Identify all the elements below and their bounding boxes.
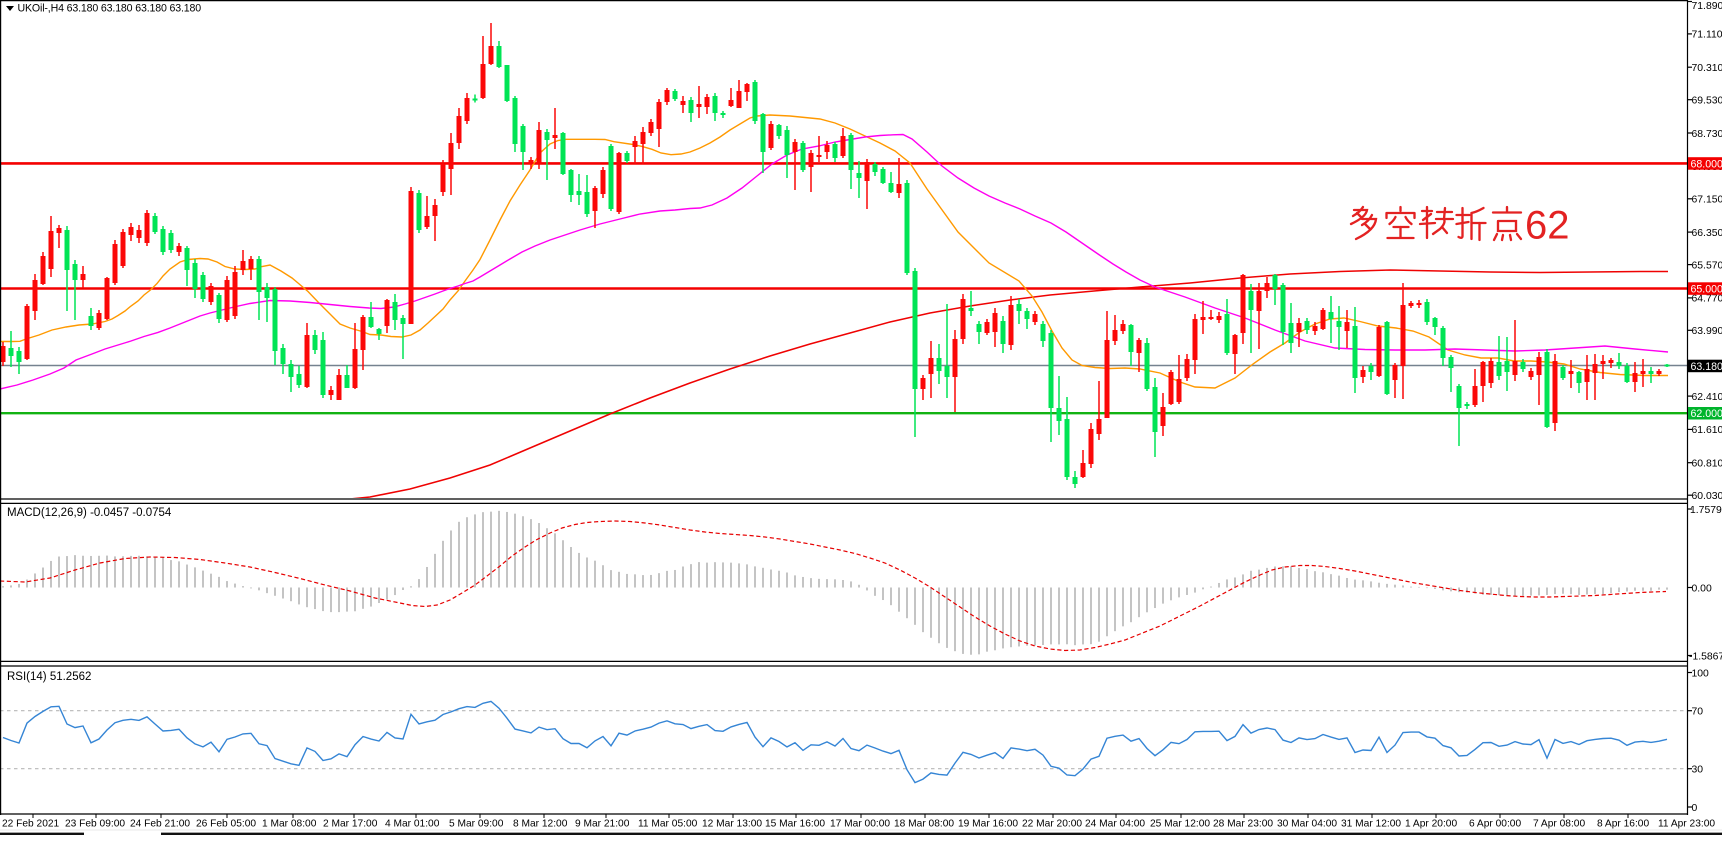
svg-text:0.00: 0.00: [1692, 583, 1712, 594]
svg-text:24 Feb 21:00: 24 Feb 21:00: [130, 819, 190, 830]
svg-text:18 Mar 08:00: 18 Mar 08:00: [894, 819, 954, 830]
svg-text:62: 62: [1525, 204, 1570, 248]
svg-text:70: 70: [1692, 707, 1704, 718]
svg-text:66.350: 66.350: [1692, 228, 1722, 239]
svg-text:7 Apr 08:00: 7 Apr 08:00: [1533, 819, 1585, 830]
svg-text:19 Mar 16:00: 19 Mar 16:00: [958, 819, 1018, 830]
svg-text:4 Mar 01:00: 4 Mar 01:00: [385, 819, 440, 830]
svg-text:63.990: 63.990: [1692, 326, 1722, 337]
svg-text:68.730: 68.730: [1692, 129, 1722, 140]
svg-text:9 Mar 21:00: 9 Mar 21:00: [575, 819, 630, 830]
svg-text:69.530: 69.530: [1692, 96, 1722, 107]
svg-text:UKOil-,H4 63.180 63.180 63.18: UKOil-,H4 63.180 63.180 63.180 63.180: [18, 3, 202, 15]
svg-text:8 Mar 12:00: 8 Mar 12:00: [513, 819, 568, 830]
svg-text:22 Mar 20:00: 22 Mar 20:00: [1022, 819, 1082, 830]
svg-text:71.110: 71.110: [1692, 30, 1722, 41]
svg-text:6 Apr 00:00: 6 Apr 00:00: [1469, 819, 1521, 830]
svg-text:63.180: 63.180: [1691, 361, 1722, 373]
svg-text:1 Mar 08:00: 1 Mar 08:00: [262, 819, 317, 830]
svg-text:-1.5867: -1.5867: [1689, 651, 1722, 662]
svg-text:65.000: 65.000: [1691, 283, 1722, 295]
svg-text:8 Apr 16:00: 8 Apr 16:00: [1597, 819, 1649, 830]
svg-text:17 Mar 00:00: 17 Mar 00:00: [830, 819, 890, 830]
svg-text:61.610: 61.610: [1692, 425, 1722, 436]
svg-text:62.410: 62.410: [1692, 392, 1722, 403]
svg-text:60.810: 60.810: [1692, 459, 1722, 470]
svg-text:1 Apr 20:00: 1 Apr 20:00: [1405, 819, 1457, 830]
svg-text:65.570: 65.570: [1692, 260, 1722, 271]
svg-text:30 Mar 04:00: 30 Mar 04:00: [1277, 819, 1337, 830]
svg-text:67.150: 67.150: [1692, 195, 1722, 206]
svg-text:62.000: 62.000: [1691, 408, 1722, 420]
svg-text:30: 30: [1692, 765, 1704, 776]
svg-text:68.000: 68.000: [1691, 158, 1722, 170]
svg-text:24 Mar 04:00: 24 Mar 04:00: [1085, 819, 1145, 830]
svg-text:26 Feb 05:00: 26 Feb 05:00: [196, 819, 256, 830]
svg-text:1.7579: 1.7579: [1690, 505, 1722, 516]
svg-text:60.030: 60.030: [1692, 491, 1722, 502]
svg-text:11 Mar 05:00: 11 Mar 05:00: [638, 819, 698, 830]
svg-text:22 Feb 2021: 22 Feb 2021: [2, 819, 60, 830]
svg-text:12 Mar 13:00: 12 Mar 13:00: [702, 819, 762, 830]
svg-text:100: 100: [1692, 668, 1710, 679]
svg-text:15 Mar 16:00: 15 Mar 16:00: [765, 819, 825, 830]
svg-text:11 Apr 23:00: 11 Apr 23:00: [1658, 819, 1715, 830]
svg-text:70.310: 70.310: [1692, 63, 1722, 74]
svg-text:0: 0: [1692, 803, 1698, 814]
svg-text:RSI(14) 51.2562: RSI(14) 51.2562: [7, 671, 91, 683]
svg-text:2 Mar 17:00: 2 Mar 17:00: [323, 819, 378, 830]
svg-text:23 Feb 09:00: 23 Feb 09:00: [65, 819, 125, 830]
svg-text:71.890: 71.890: [1692, 1, 1722, 12]
svg-text:25 Mar 12:00: 25 Mar 12:00: [1150, 819, 1210, 830]
svg-text:MACD(12,26,9) -0.0457 -0.0754: MACD(12,26,9) -0.0457 -0.0754: [7, 507, 172, 519]
svg-text:31 Mar 12:00: 31 Mar 12:00: [1341, 819, 1401, 830]
svg-text:5 Mar 09:00: 5 Mar 09:00: [449, 819, 504, 830]
svg-text:28 Mar 23:00: 28 Mar 23:00: [1213, 819, 1273, 830]
